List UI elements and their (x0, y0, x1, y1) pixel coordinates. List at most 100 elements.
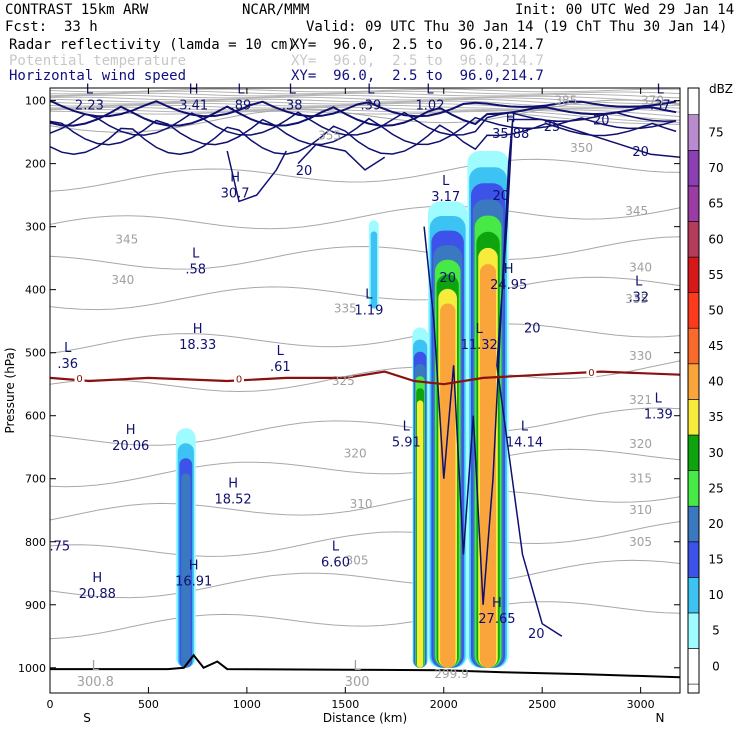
field-1-name: Radar reflectivity (lamda = 10 cm) (9, 37, 296, 53)
theta-contour (50, 521, 680, 557)
extremum-value: 11.32 (461, 338, 498, 353)
theta-label: 330 (629, 349, 652, 363)
extremum-marker: H (228, 476, 238, 491)
fcst-value: 33 h (64, 19, 98, 35)
reflectivity-band (181, 473, 191, 668)
colorbar-level-label: 5 (712, 624, 720, 638)
extremum-marker: L (353, 659, 361, 674)
colorbar-level-label: 60 (708, 232, 723, 246)
y-tick-label: 200 (25, 158, 46, 171)
extremum-marker: H (126, 423, 136, 438)
wind-contour (297, 143, 386, 171)
extremum-marker: L (332, 539, 340, 554)
x-axis-end-label: N (656, 711, 665, 725)
theta-label: 320 (629, 437, 652, 451)
theta-label: 340 (111, 273, 134, 287)
extremum-value: 2.23 (75, 99, 104, 114)
isotherm-label: 0 (76, 374, 82, 385)
colorbar-swatch (687, 541, 700, 578)
wind-speed-label: 20 (593, 114, 610, 129)
y-tick-label: 400 (25, 284, 46, 297)
extremum-value: 18.33 (179, 338, 216, 353)
extremum-value: .37 (650, 99, 671, 114)
extremum-value: 300.8 (77, 675, 114, 690)
field-2-xy: XY= 96.0, 2.5 to 96.0,214.7 (291, 53, 544, 69)
colorbar-swatch (687, 505, 700, 543)
wind-speed-label: 20 (493, 189, 510, 204)
colorbar-level-label: 25 (708, 481, 723, 495)
colorbar-swatch (687, 363, 700, 400)
theta-contour (50, 276, 680, 311)
theta-label: 350 (570, 141, 593, 155)
colorbar-level-label: 40 (708, 375, 723, 389)
colorbar-swatch (687, 399, 700, 436)
theta-contour (50, 559, 680, 599)
y-tick-label: 600 (25, 410, 46, 423)
colorbar-swatch (687, 648, 700, 685)
x-tick-label: 1000 (233, 698, 261, 711)
colorbar-swatch (687, 185, 700, 222)
field-3-xy: XY= 96.0, 2.5 to 96.0,214.7 (291, 68, 544, 84)
field-1-xy: XY= 96.0, 2.5 to 96.0,214.7 (291, 37, 544, 53)
extremum-marker: L (521, 420, 529, 435)
extremum-marker: L (426, 83, 434, 98)
colorbar-level-label: 35 (708, 410, 723, 424)
org-name: NCAR/MMM (242, 2, 310, 18)
theta-label: 345 (625, 204, 648, 218)
x-axis-start-label: S (83, 711, 91, 725)
extremum-value: 5.91 (392, 436, 421, 451)
x-tick-label: 2000 (430, 698, 458, 711)
extremum-marker: L (277, 344, 285, 359)
theta-contour (50, 236, 680, 270)
colorbar-frame (687, 87, 700, 694)
wind-speed-label: 20 (524, 322, 541, 337)
theta-contours (50, 99, 680, 640)
extremum-marker: H (193, 322, 203, 337)
extremum-marker: L (367, 83, 375, 98)
theta-label: 355 (318, 128, 341, 142)
terrain-line (50, 653, 680, 679)
y-tick-label: 300 (25, 221, 46, 234)
extremum-marker: H (504, 262, 514, 277)
extremum-value: .58 (185, 262, 206, 277)
theta-label: 305 (629, 535, 652, 549)
extremum-value: 1.02 (416, 99, 445, 114)
wind-speed-label: 20 (528, 627, 545, 642)
plot-area (50, 88, 680, 693)
extremum-marker: L (476, 322, 484, 337)
zero-isotherm (50, 370, 680, 386)
x-tick-label: 500 (138, 698, 159, 711)
colorbar-level-label: 30 (708, 446, 723, 460)
extremum-marker: H (492, 596, 502, 611)
extremum-value: 18.52 (214, 492, 251, 507)
valid-time: Valid: 09 UTC Thu 30 Jan 14 (19 ChT Thu … (306, 19, 728, 35)
zero-isotherm-group: 0 0 0 (50, 367, 680, 386)
colorbar-level-label: 75 (708, 126, 723, 140)
isotherm-label-bg (74, 372, 85, 383)
y-tick-label: 900 (25, 599, 46, 612)
wind-contour (50, 116, 677, 146)
colorbar-swatch (687, 150, 700, 187)
fcst-label: Fcst: (5, 19, 48, 35)
extremum-value: 1.39 (644, 407, 673, 422)
extremum-value: .89 (231, 99, 252, 114)
theta-contour (50, 490, 680, 521)
extremum-value: 27.65 (478, 612, 515, 627)
wind-speed-label: 20 (632, 145, 649, 160)
contour-labels: 385 370 350 355 345 340 335 330 325 321 320 315 310 3… (49, 83, 672, 691)
theta-label: 370 (641, 94, 664, 108)
y-tick-label: 100 (25, 95, 46, 108)
theta-label: 335 (625, 292, 648, 306)
colorbar-level-label: 50 (708, 303, 723, 317)
y-tick-label: 1000 (18, 662, 46, 675)
field-3-name: Horizontal wind speed (9, 68, 187, 84)
stratosphere-theta-line (50, 92, 680, 99)
extremum-marker: L (237, 83, 245, 98)
colorbar-swatch (687, 470, 700, 507)
plot-frame (49, 87, 681, 694)
theta-contour (50, 360, 680, 393)
reflectivity-band (417, 400, 424, 668)
axes: 0 500 1000 1500 2000 2500 30001002003004005006… (3, 87, 681, 725)
extremum-value: 35.88 (492, 127, 529, 142)
